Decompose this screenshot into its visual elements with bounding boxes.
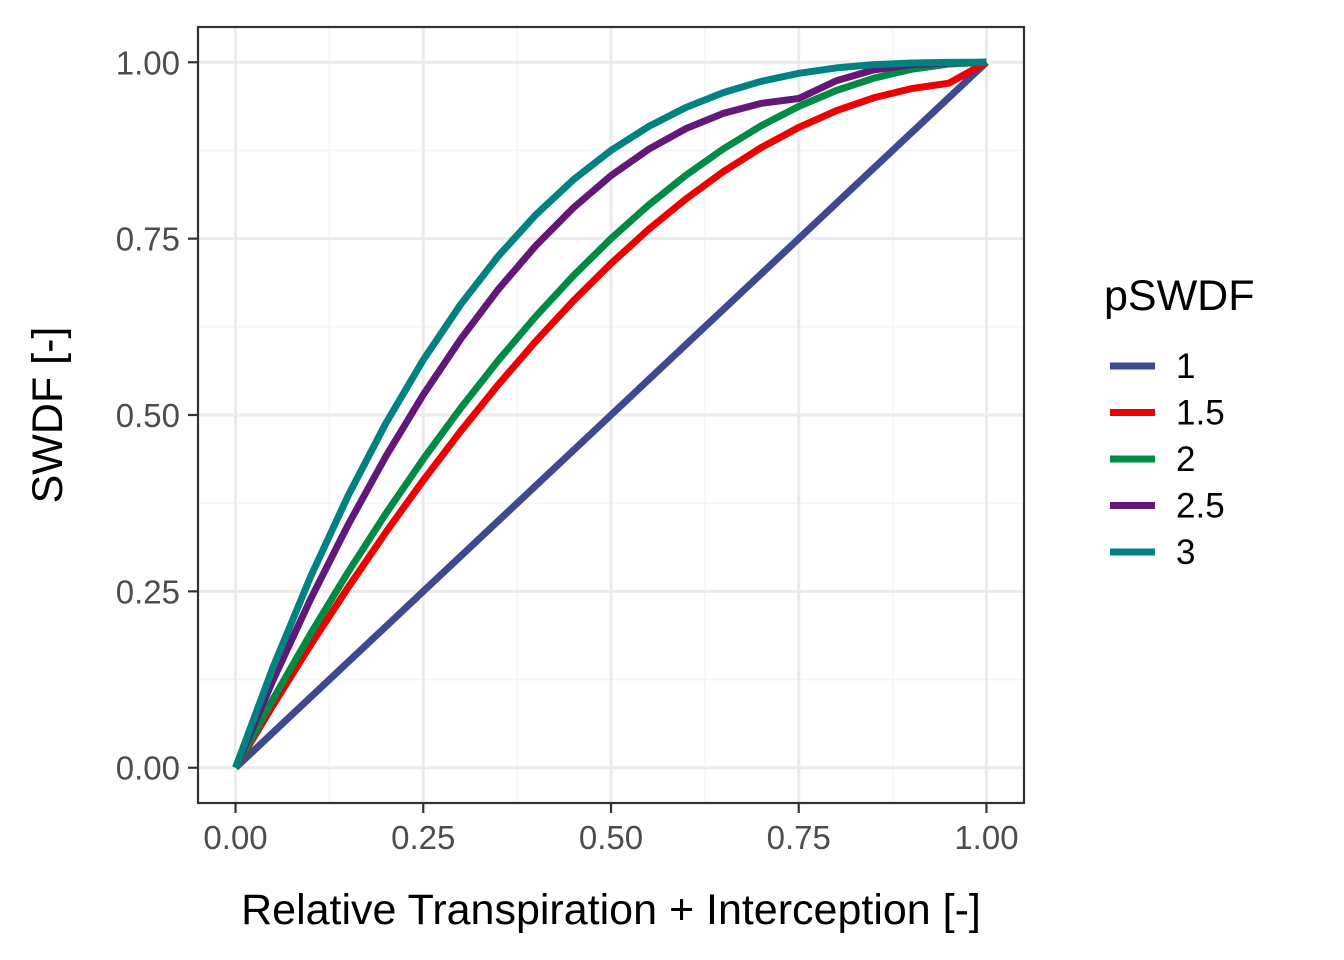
legend-label-1-5: 1.5: [1176, 394, 1225, 433]
series-line-2-5: [232, 58, 987, 770]
x-axis-ticks: 0.00 0.25 0.50 0.75 1.00: [203, 803, 1019, 856]
series-line-1: [233, 59, 989, 771]
x-tick-label-2: 0.50: [579, 819, 643, 856]
legend-label-2-5: 2.5: [1176, 487, 1225, 526]
series-line-2: [232, 58, 987, 770]
series-lines: [232, 58, 989, 771]
y-tick-label-0: 0.00: [116, 750, 180, 787]
y-axis-ticks: 0.00 0.25 0.50 0.75 1.00: [116, 44, 198, 787]
x-tick-label-0: 0.00: [203, 819, 267, 856]
x-tick-label-4: 1.00: [954, 819, 1018, 856]
legend-label-2: 2: [1176, 440, 1195, 479]
y-tick-label-2: 0.50: [116, 397, 180, 434]
legend-label-1: 1: [1176, 347, 1195, 386]
legend-label-3: 3: [1176, 533, 1195, 572]
series-line-3: [232, 58, 987, 769]
y-axis-title: SWDF [-]: [24, 327, 72, 504]
x-tick-label-3: 0.75: [767, 819, 831, 856]
legend-title: pSWDF: [1104, 272, 1255, 320]
x-axis-title: Relative Transpiration + Interception [-…: [241, 886, 981, 934]
series-line-1-5: [232, 59, 989, 770]
y-tick-label-4: 1.00: [116, 44, 180, 81]
legend: pSWDF 1 1.5 2 2.5 3: [1104, 272, 1255, 572]
x-tick-label-1: 0.25: [391, 819, 455, 856]
legend-items: 1 1.5 2 2.5 3: [1110, 347, 1225, 572]
y-tick-label-1: 0.25: [116, 573, 180, 610]
y-tick-label-3: 0.75: [116, 221, 180, 258]
